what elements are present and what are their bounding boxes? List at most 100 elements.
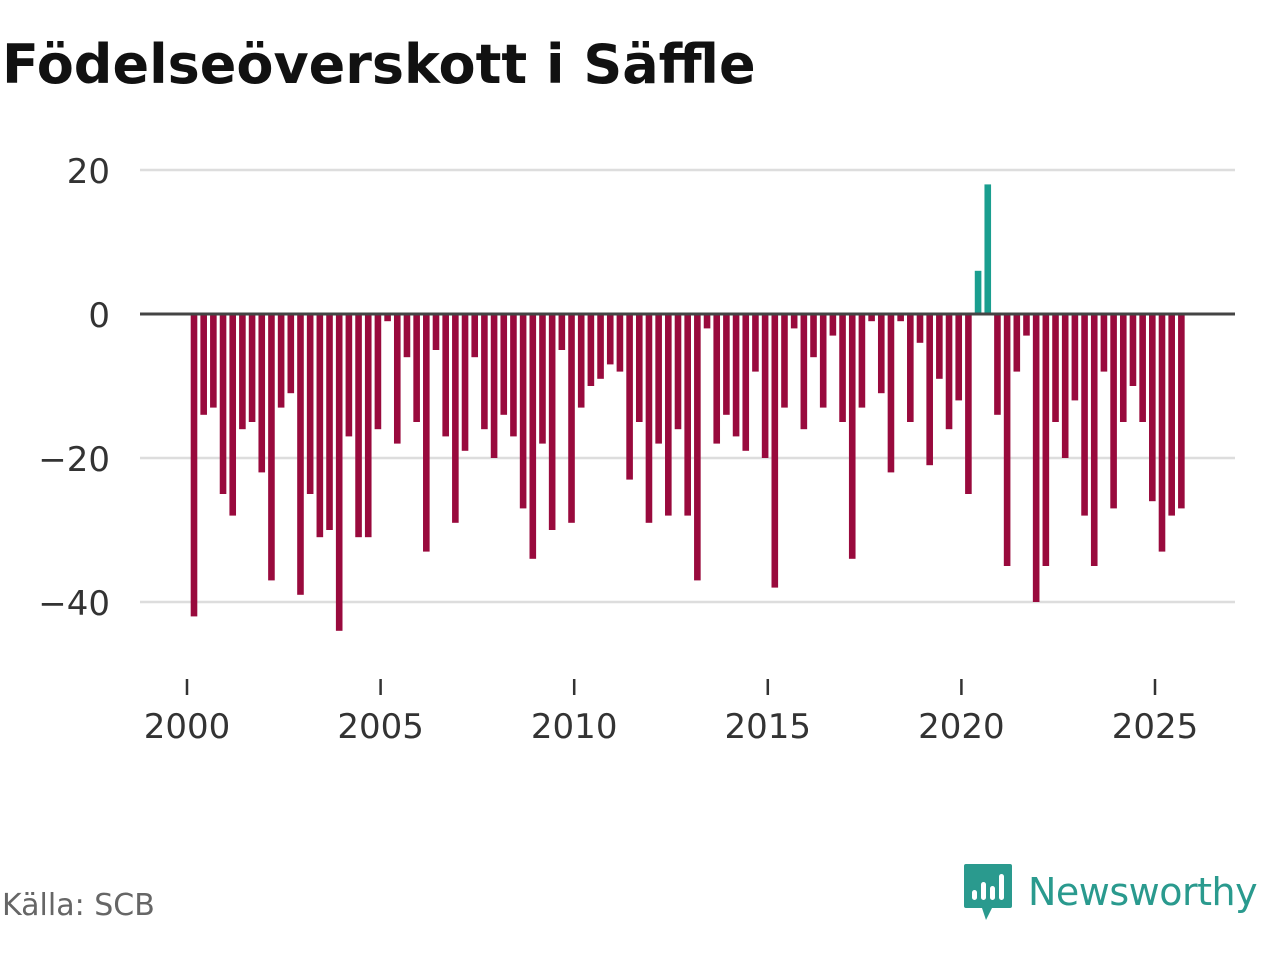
bar-2[interactable] xyxy=(210,314,217,408)
bar-83[interactable] xyxy=(994,314,1001,415)
bar-28[interactable] xyxy=(461,314,469,451)
bar-11[interactable] xyxy=(297,314,304,595)
bar-92[interactable] xyxy=(1081,314,1088,516)
bar-100[interactable] xyxy=(1158,314,1166,552)
bar-46[interactable] xyxy=(635,314,643,422)
bar-95[interactable] xyxy=(1110,314,1117,509)
bar-65[interactable] xyxy=(819,314,827,408)
bar-63[interactable] xyxy=(800,314,808,430)
bar-96[interactable] xyxy=(1119,314,1127,422)
bar-43[interactable] xyxy=(606,314,614,365)
bar-76[interactable] xyxy=(926,314,933,466)
bar-21[interactable] xyxy=(393,314,401,444)
bar-70[interactable] xyxy=(868,314,875,322)
bar-88[interactable] xyxy=(1042,314,1050,566)
bar-97[interactable] xyxy=(1129,314,1137,386)
bar-55[interactable] xyxy=(723,314,730,415)
bar-25[interactable] xyxy=(432,314,440,350)
bar-51[interactable] xyxy=(684,314,691,516)
bar-102[interactable] xyxy=(1178,314,1185,509)
bar-34[interactable] xyxy=(519,314,527,509)
bar-54[interactable] xyxy=(713,314,721,444)
bar-52[interactable] xyxy=(694,314,701,581)
bar-89[interactable] xyxy=(1052,314,1059,422)
bar-48[interactable] xyxy=(655,314,662,444)
bar-56[interactable] xyxy=(732,314,740,437)
bar-22[interactable] xyxy=(403,314,411,358)
bar-17[interactable] xyxy=(355,314,362,538)
bar-73[interactable] xyxy=(897,314,904,322)
bar-24[interactable] xyxy=(423,314,430,552)
bar-40[interactable] xyxy=(577,314,585,408)
bar-66[interactable] xyxy=(829,314,837,336)
bar-9[interactable] xyxy=(277,314,285,408)
bar-44[interactable] xyxy=(616,314,624,372)
bar-84[interactable] xyxy=(1003,314,1011,566)
bar-29[interactable] xyxy=(471,314,479,358)
bar-27[interactable] xyxy=(452,314,459,523)
bar-14[interactable] xyxy=(326,314,333,530)
bar-32[interactable] xyxy=(500,314,508,415)
bar-50[interactable] xyxy=(674,314,682,430)
bar-0[interactable] xyxy=(190,314,198,617)
bar-3[interactable] xyxy=(219,314,227,494)
newsworthy-logo[interactable]: Newsworthy xyxy=(962,862,1258,922)
bar-86[interactable] xyxy=(1023,314,1030,336)
bar-77[interactable] xyxy=(936,314,943,379)
bar-33[interactable] xyxy=(510,314,517,437)
bar-12[interactable] xyxy=(306,314,314,494)
bar-91[interactable] xyxy=(1071,314,1079,401)
bar-78[interactable] xyxy=(945,314,953,430)
bar-31[interactable] xyxy=(490,314,498,458)
bar-57[interactable] xyxy=(742,314,750,451)
bar-35[interactable] xyxy=(529,314,537,559)
bar-10[interactable] xyxy=(287,314,295,394)
bar-5[interactable] xyxy=(239,314,246,430)
bar-18[interactable] xyxy=(364,314,372,538)
bar-4[interactable] xyxy=(229,314,237,516)
bar-53[interactable] xyxy=(703,314,711,329)
bar-58[interactable] xyxy=(752,314,759,372)
bar-19[interactable] xyxy=(374,314,382,430)
bar-90[interactable] xyxy=(1061,314,1069,458)
bar-13[interactable] xyxy=(316,314,324,538)
bar-72[interactable] xyxy=(887,314,895,473)
bar-98[interactable] xyxy=(1139,314,1146,422)
bar-49[interactable] xyxy=(665,314,672,516)
bar-38[interactable] xyxy=(558,314,566,350)
bar-20[interactable] xyxy=(384,314,391,322)
bar-60[interactable] xyxy=(771,314,779,588)
bar-68[interactable] xyxy=(848,314,856,559)
bar-26[interactable] xyxy=(442,314,449,437)
bar-45[interactable] xyxy=(626,314,633,480)
bar-6[interactable] xyxy=(248,314,256,422)
bar-1[interactable] xyxy=(200,314,207,415)
bar-82[interactable] xyxy=(984,184,992,314)
bar-42[interactable] xyxy=(597,314,604,379)
bar-101[interactable] xyxy=(1168,314,1175,516)
bar-8[interactable] xyxy=(268,314,275,581)
bar-36[interactable] xyxy=(539,314,546,444)
bar-47[interactable] xyxy=(645,314,653,523)
bar-16[interactable] xyxy=(345,314,353,437)
bar-87[interactable] xyxy=(1032,314,1040,602)
bar-61[interactable] xyxy=(781,314,788,408)
bar-74[interactable] xyxy=(907,314,914,422)
bar-7[interactable] xyxy=(258,314,266,473)
bar-30[interactable] xyxy=(481,314,488,430)
bar-75[interactable] xyxy=(916,314,924,343)
bar-59[interactable] xyxy=(761,314,769,458)
bar-37[interactable] xyxy=(548,314,556,530)
bar-39[interactable] xyxy=(568,314,575,523)
bar-79[interactable] xyxy=(955,314,963,401)
bar-81[interactable] xyxy=(974,270,982,314)
bar-71[interactable] xyxy=(877,314,885,394)
bar-93[interactable] xyxy=(1090,314,1098,566)
bar-99[interactable] xyxy=(1149,314,1156,502)
bar-23[interactable] xyxy=(413,314,420,422)
bar-41[interactable] xyxy=(587,314,595,386)
bar-85[interactable] xyxy=(1013,314,1021,372)
bar-69[interactable] xyxy=(858,314,866,408)
bar-67[interactable] xyxy=(839,314,846,422)
bar-62[interactable] xyxy=(790,314,798,329)
